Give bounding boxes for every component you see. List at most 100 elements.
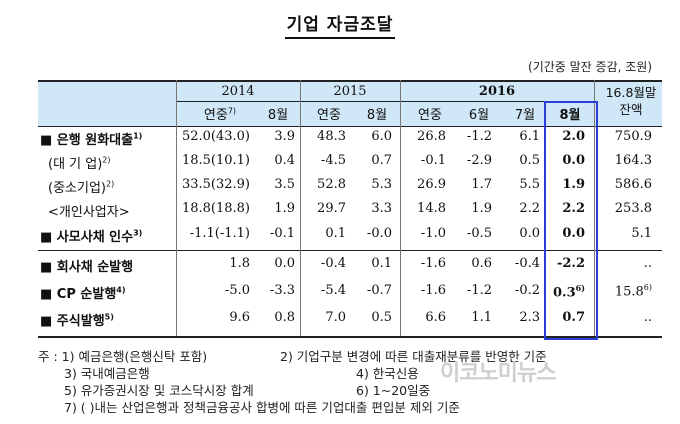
table-cell: -5.4: [320, 283, 346, 298]
table-cell-current: 0.36): [553, 283, 585, 301]
footnote: 2) 기업구분 변경에 따른 대출재분류를 반영한 기준: [280, 349, 547, 364]
highlight-box: [544, 101, 598, 340]
table-cell: 253.8: [614, 201, 652, 216]
year-2016: 2016: [478, 84, 516, 99]
table-cell: 0.7: [371, 153, 392, 168]
table-cell: -1.2: [466, 129, 492, 144]
table-cell: 0.0: [274, 256, 295, 271]
subheader: 8월: [366, 108, 388, 123]
table-cell: 26.9: [417, 177, 446, 192]
table-cell: 18.8(18.8): [181, 201, 250, 216]
table-cell: 3.5: [274, 177, 295, 192]
table-cell: 0.5: [519, 153, 540, 168]
balance-header: 16.8월말 잔액: [605, 85, 657, 117]
footnote: 5) 유가증권시장 및 코스닥시장 합계: [64, 383, 254, 398]
table-cell: -1.0: [420, 226, 446, 241]
footnote: 3) 국내예금은행: [64, 366, 150, 381]
column-divider: [400, 80, 401, 336]
table-cell: -0.2: [514, 283, 540, 298]
table-cell: 33.5(32.9): [181, 177, 250, 192]
watermark-logo: 이코노미뉴스: [440, 361, 556, 386]
table-cell: 15.86): [614, 283, 652, 300]
unit-label: (기간중 말잔 증감, 조원): [528, 60, 652, 74]
table-cell: 3.9: [274, 129, 295, 144]
table-cell: 0.6: [471, 256, 492, 271]
table-cell: 52.0(43.0): [181, 129, 250, 144]
table-cell: 1.1: [471, 310, 492, 325]
table-cell: -1.6: [420, 283, 446, 298]
table-cell: 1.8: [229, 256, 250, 271]
table-cell: -0.1: [269, 226, 295, 241]
year-2014: 2014: [221, 84, 255, 99]
table-cell-current: 2.0: [562, 129, 585, 144]
table-cell-current: 0.0: [562, 226, 585, 241]
table-cell: -5.0: [224, 283, 250, 298]
table-cell: -0.7: [366, 283, 392, 298]
table-cell: -0.4: [514, 256, 540, 271]
table-cell: 3.3: [371, 201, 392, 216]
table-cell-current: -2.2: [556, 256, 585, 271]
table-cell: 0.5: [371, 310, 392, 325]
table-cell: 26.8: [417, 129, 446, 144]
table-cell: 29.7: [317, 201, 346, 216]
footnote: 6) 1~20일중: [356, 383, 431, 398]
table-cell: 2.2: [519, 201, 540, 216]
footnote: 4) 한국신용: [356, 366, 419, 381]
row-label: <개인사업자>: [48, 205, 130, 220]
row-label: ■ 사모사채 인수3): [40, 228, 143, 245]
table-cell: 48.3: [317, 129, 346, 144]
row-label: ■ 은행 원화대출1): [40, 131, 143, 148]
row-label: ■ CP 순발행4): [40, 285, 126, 302]
table-cell: 586.6: [614, 177, 652, 192]
row-label: ■ 회사채 순발행: [40, 260, 134, 275]
table-cell: -3.3: [269, 283, 295, 298]
table-cell: 0.1: [325, 226, 346, 241]
year-2015: 2015: [333, 84, 367, 99]
column-divider: [300, 80, 301, 336]
table-cell: 5.1: [631, 226, 652, 241]
table-cell: 750.9: [614, 129, 652, 144]
table-cell: 164.3: [614, 153, 652, 168]
table-cell: 6.6: [425, 310, 446, 325]
table-cell: -1.6: [420, 256, 446, 271]
table-cell: 0.8: [274, 310, 295, 325]
table-cell: -4.5: [320, 153, 346, 168]
table-cell: 0.4: [274, 153, 295, 168]
table-cell: 6.1: [519, 129, 540, 144]
row-label: (중소기업)2): [48, 179, 115, 196]
table-cell: 18.5(10.1): [181, 153, 250, 168]
table-cell: -0.0: [366, 226, 392, 241]
subheader: 6월: [468, 108, 490, 123]
table-cell: 1.7: [471, 177, 492, 192]
footnote: 주 : 1) 예금은행(은행신탁 포함): [38, 349, 208, 364]
subheader: 연중: [317, 108, 341, 123]
table-cell: ..: [643, 256, 652, 271]
table-cell-current: 0.7: [562, 310, 585, 325]
page-title: 기업 자금조달: [0, 10, 680, 39]
table-cell: 9.6: [229, 310, 250, 325]
subheader-current: 8월: [559, 108, 581, 123]
table-bottom-rule: [38, 336, 662, 338]
table-cell: 2.3: [519, 310, 540, 325]
table-cell: -0.4: [320, 256, 346, 271]
table-cell: 5.3: [371, 177, 392, 192]
subheader: 8월: [267, 108, 289, 123]
table-cell: 5.5: [519, 177, 540, 192]
row-label: ■ 주식발행5): [40, 312, 114, 329]
table-cell: -1.1(-1.1): [189, 226, 250, 241]
table-cell: 14.8: [417, 201, 446, 216]
year-subheader-rule: [176, 101, 594, 102]
table-cell: 7.0: [325, 310, 346, 325]
table-cell: 6.0: [371, 129, 392, 144]
footnote: 7) ( )내는 산업은행과 정책금융공사 합병에 따른 기업대출 편입분 제외…: [64, 400, 460, 415]
section-divider-rule: [38, 250, 662, 251]
table-cell: -1.2: [466, 283, 492, 298]
column-divider: [594, 80, 595, 336]
table-cell: 0.0: [519, 226, 540, 241]
table-cell: 1.9: [274, 201, 295, 216]
column-divider: [176, 80, 177, 336]
table-cell-current: 2.2: [562, 201, 585, 216]
table-cell-current: 1.9: [562, 177, 585, 192]
table-cell: -0.1: [420, 153, 446, 168]
table-cell: -2.9: [466, 153, 492, 168]
